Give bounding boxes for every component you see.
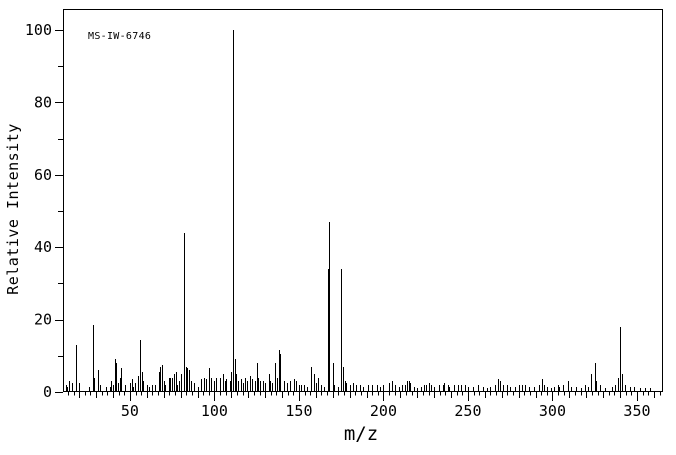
y-tick-label: 0 (43, 383, 52, 401)
y-tick-label: 60 (34, 166, 52, 184)
x-tick-label: 150 (285, 402, 312, 420)
x-tick-label: 100 (201, 402, 228, 420)
spectrum-id-label: MS-IW-6746 (88, 31, 152, 42)
plot-border (62, 8, 664, 393)
x-tick-label: 50 (121, 402, 139, 420)
y-tick-label: 80 (34, 93, 52, 111)
y-axis-title: Relative Intensity (4, 123, 22, 295)
y-tick-label: 100 (25, 21, 52, 39)
x-tick-label: 350 (623, 402, 650, 420)
x-tick-label: 300 (539, 402, 566, 420)
y-tick-label: 40 (34, 238, 52, 256)
x-tick-label: 250 (454, 402, 481, 420)
x-axis-title: m/z (343, 423, 379, 445)
y-tick-label: 20 (34, 311, 52, 329)
x-tick-label: 200 (370, 402, 397, 420)
